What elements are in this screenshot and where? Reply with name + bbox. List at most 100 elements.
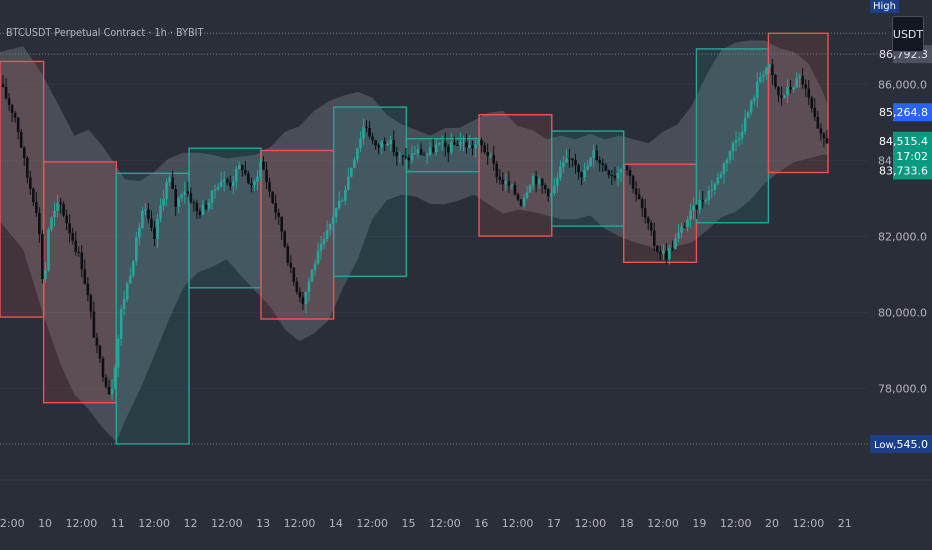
candle-body [634,188,638,195]
candle-body [195,203,199,212]
candle-body [616,172,620,179]
candle-body [495,163,499,177]
candle-body [144,209,147,211]
candle-body [125,283,129,300]
candle-body [510,184,514,186]
candle-body [141,210,144,229]
candle-body [731,142,735,152]
candle-body [577,165,580,173]
candle-body [113,367,117,389]
candle-body [662,250,665,254]
candle-body [601,163,605,166]
candle-body [110,388,114,395]
time-axis-label: 10 [38,517,52,530]
price-label-last-bg [893,131,932,150]
candle-body [334,208,338,217]
candle-body [271,191,274,204]
candle-body [25,157,29,178]
candle-body [337,200,341,209]
candle-body [768,64,771,68]
candle-body [531,176,535,186]
candle-body [253,181,256,186]
candle-body [162,198,165,206]
candle-body [383,141,386,145]
candle-body [758,76,762,82]
candle-body [168,177,171,183]
time-axis-label: 12:00 [211,517,243,530]
candle-body [56,202,59,211]
candle-body [304,291,308,304]
candle-body [289,262,293,268]
price-label-last: 84,515.4 [879,135,928,148]
candle-body [477,140,480,145]
candle-body [101,358,105,378]
candle-body [219,181,223,187]
candle-body [428,147,432,155]
candle-body [516,194,520,200]
candle-body [241,165,244,170]
candle-body [119,308,123,339]
time-axis-label: 12:00 [429,517,461,530]
price-axis-label: 86,000.0 [878,78,927,91]
candle-body [225,179,229,183]
time-axis-label: 11 [111,517,125,530]
candle-body [277,212,280,217]
time-axis-label: 12:00 [284,517,316,530]
candle-body [325,229,329,240]
candle-body [540,178,544,186]
candle-body [62,204,65,216]
candle-body [316,250,320,264]
candles [1,59,829,400]
currency-button[interactable]: USDT [892,16,924,52]
candle-body [568,158,571,160]
candle-body [301,297,305,304]
candle-body [131,261,135,276]
time-axis-label: 12:00 [0,517,25,530]
candle-body [22,147,26,158]
candle-body [250,183,253,186]
candle-body [177,197,181,207]
candle-body [419,149,423,155]
candle-body [210,190,214,203]
candle-body [701,199,705,202]
price-axis-label: 80,000.0 [878,307,927,320]
price-axis-label: 78,000.0 [878,383,927,396]
candle-body [595,150,599,161]
candle-body [116,338,120,368]
candle-body [7,98,11,106]
time-axis-label: 14 [329,517,343,530]
candle-body [801,76,804,85]
candle-body [319,243,323,251]
time-axis-label: 12:00 [574,517,606,530]
time-axis-label: 20 [765,517,779,530]
candle-body [771,64,774,76]
candle-body [150,218,153,228]
time-axis-label: 13 [256,517,270,530]
candle-body [259,161,262,177]
candle-body [734,140,738,143]
candle-body [262,161,265,170]
candle-body [104,377,108,387]
candle-body [156,218,159,239]
candle-body [780,95,783,98]
candle-body [628,170,632,176]
candle-body [574,160,577,166]
candle-body [749,100,753,113]
candle-body [286,246,290,263]
candle-body [295,281,299,292]
candle-body [665,250,668,260]
candle-body [604,165,608,171]
candle-body [625,165,629,171]
candle-body [453,142,456,145]
candle-body [580,172,583,178]
candle-body [528,185,532,193]
candle-body [710,190,714,192]
candle-body [386,144,390,146]
candle-body [268,182,271,192]
candle-body [504,181,508,185]
time-axis-label: 12:00 [502,517,534,530]
candle-body [313,263,317,270]
candle-body [380,141,383,148]
time-axis-label: 12:00 [720,517,752,530]
